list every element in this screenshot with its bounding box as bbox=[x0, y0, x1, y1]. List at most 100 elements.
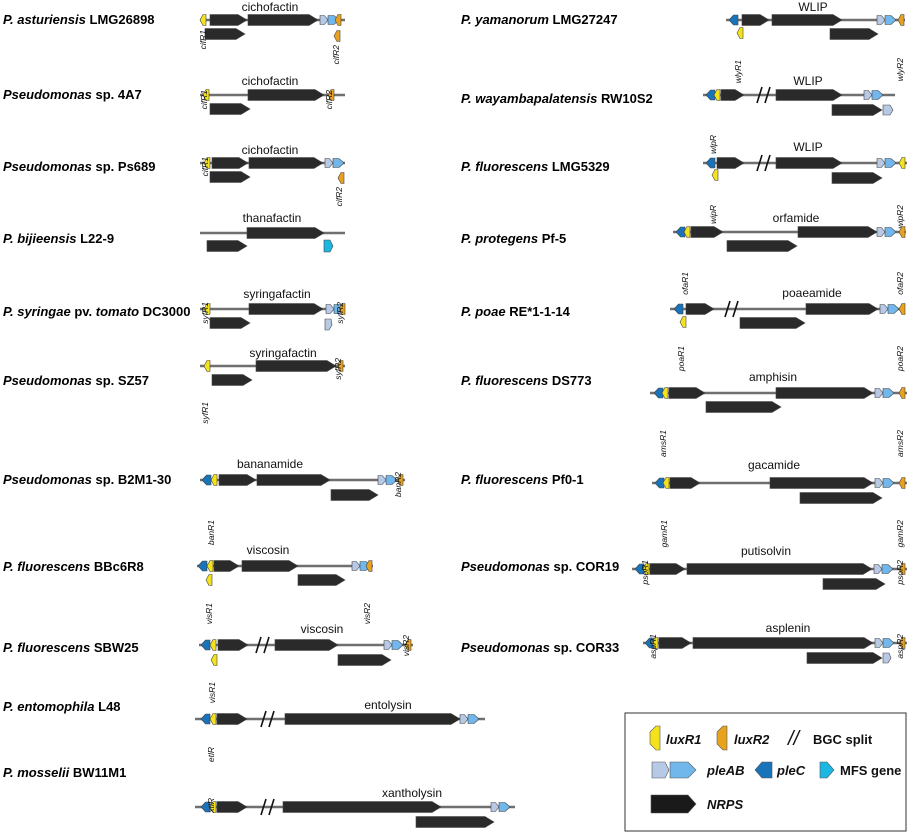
left-cluster-row: P. fluorescens SBW25 viscosin visR1 visR2 bbox=[3, 622, 413, 703]
gene-label: syfR1 bbox=[200, 402, 210, 424]
nrps-gene-icon bbox=[686, 563, 873, 575]
strain-name: P. fluorescens LMG5329 bbox=[461, 159, 610, 174]
pleA-gene-icon bbox=[876, 227, 886, 237]
nrps-gene-icon bbox=[805, 303, 879, 315]
pleC-gene-icon bbox=[705, 157, 716, 169]
left-cluster-row: Pseudomonas sp. Ps689 cichofactin cifR1 cif… bbox=[3, 143, 345, 206]
cluster-name: poaeamide bbox=[782, 286, 842, 300]
strain-id: LMG26898 bbox=[90, 12, 155, 27]
luxR2-gene-icon bbox=[338, 303, 346, 315]
strain-name: P. protegens Pf-5 bbox=[461, 231, 566, 246]
pleA-gene-icon bbox=[383, 640, 393, 650]
nrps-gene-icon bbox=[247, 89, 325, 101]
strain-species: P. mosselii bbox=[3, 765, 70, 780]
strain-id: LMG5329 bbox=[552, 159, 610, 174]
pleB-gene-icon bbox=[884, 15, 897, 25]
luxR2-gene-icon bbox=[404, 639, 412, 651]
strain-suffix: pv. bbox=[74, 304, 92, 319]
right-cluster-row: P. wayambapalatensis RW10S2 WLIP wlpR bbox=[461, 74, 895, 154]
nrps-gene-icon bbox=[337, 654, 392, 666]
split-mark bbox=[260, 798, 267, 816]
gene-label: aspR2 bbox=[895, 634, 905, 659]
legend: luxR1 luxR2 // BGC split pleAB pleC MFS … bbox=[624, 712, 907, 832]
gene-label: cifR1 bbox=[199, 90, 209, 110]
right-cluster-row: P. poae RE*1-1-14 poaeamide poaR1 poaR2 bbox=[461, 286, 906, 372]
left-cluster-row: P. mosselii BW11M1 xantholysin xtlR bbox=[3, 765, 515, 828]
luxR2-gene-icon bbox=[327, 89, 335, 101]
luxR2-gene-icon bbox=[898, 477, 906, 489]
luxR1-gene-icon bbox=[651, 637, 659, 649]
strain-id: COR19 bbox=[576, 559, 619, 574]
pleA-gene-icon bbox=[324, 158, 334, 168]
pleA-gene-icon bbox=[325, 304, 335, 314]
gene-label: cifR2 bbox=[331, 45, 341, 65]
pleC-gene-icon bbox=[673, 303, 684, 315]
legend-pleAB-icon bbox=[651, 761, 697, 779]
luxR1-gene-icon bbox=[203, 157, 211, 169]
strain-species: Pseudomonas bbox=[3, 87, 92, 102]
strain-id: Ps689 bbox=[118, 159, 156, 174]
pleC-gene-icon bbox=[675, 226, 686, 238]
pleC-gene-icon bbox=[200, 639, 211, 651]
luxR1-gene-icon bbox=[203, 360, 211, 372]
strain-species: P. fluorescens bbox=[3, 559, 90, 574]
nrps-gene-icon bbox=[649, 563, 686, 575]
gene-label: syfR2 bbox=[333, 358, 343, 380]
split-mark bbox=[724, 300, 731, 318]
nrps-gene-icon bbox=[211, 374, 253, 386]
pleC-gene-icon bbox=[705, 89, 716, 101]
pleB-gene-icon bbox=[498, 802, 511, 812]
gene-label: xtlR bbox=[206, 798, 216, 814]
pleB-gene-icon bbox=[882, 388, 895, 398]
pleA-gene-icon bbox=[876, 15, 886, 25]
gene-label: syfR1 bbox=[200, 302, 210, 324]
nrps-gene-icon bbox=[282, 801, 442, 813]
nrps-gene-icon bbox=[284, 713, 461, 725]
legend-luxR1-icon bbox=[649, 725, 661, 751]
nrps-gene-icon bbox=[256, 474, 331, 486]
nrps-gene-icon bbox=[669, 477, 701, 489]
pleB-gene-icon bbox=[881, 564, 894, 574]
cluster-name: cichofactin bbox=[242, 74, 299, 88]
legend-nrps-icon bbox=[650, 794, 697, 814]
nrps-gene-icon bbox=[741, 14, 770, 26]
luxR1-gene-icon bbox=[202, 89, 210, 101]
luxR2-gene-icon bbox=[337, 172, 345, 184]
strain-id: BW11M1 bbox=[73, 765, 126, 780]
gene-label: visR1 bbox=[207, 682, 217, 704]
nrps-gene-icon bbox=[415, 816, 495, 828]
nrps-gene-icon bbox=[255, 360, 337, 372]
gene-label: wlyR2 bbox=[895, 58, 905, 81]
luxR2-gene-icon bbox=[336, 360, 344, 372]
strain-name: P. poae RE*1-1-14 bbox=[461, 304, 571, 319]
pleA-gene-icon bbox=[874, 478, 884, 488]
pleB-gene-icon bbox=[467, 714, 480, 724]
luxR2-gene-icon bbox=[898, 303, 906, 315]
pleB-gene-icon bbox=[887, 304, 900, 314]
split-mark bbox=[756, 86, 763, 104]
strain-id: L22-9 bbox=[80, 231, 114, 246]
nrps-gene-icon bbox=[775, 387, 874, 399]
pleA-gene-icon bbox=[351, 561, 361, 571]
luxR1-gene-icon bbox=[736, 27, 744, 39]
strain-species: P. protegens bbox=[461, 231, 538, 246]
pleB-gene-icon bbox=[884, 227, 897, 237]
strain-species: Pseudomonas bbox=[3, 472, 92, 487]
cluster-name: syringafactin bbox=[249, 346, 316, 360]
nrps-gene-icon bbox=[720, 89, 745, 101]
left-cluster-row: Pseudomonas sp. 4A7 cichofactin cifR1 cifR2 bbox=[3, 74, 345, 115]
strain-species: Pseudomonas bbox=[3, 159, 92, 174]
cluster-name: amphisin bbox=[749, 370, 797, 384]
strain-species: P. fluorescens bbox=[3, 640, 90, 655]
gene-label: wlyR1 bbox=[733, 60, 743, 83]
strain-name: P. entomophila L48 bbox=[3, 699, 121, 714]
strain-name: P. yamanorum LMG27247 bbox=[461, 12, 618, 27]
nrps-gene-icon bbox=[685, 303, 715, 315]
luxR2-gene-icon bbox=[898, 563, 906, 575]
legend-pleC-label: pleC bbox=[776, 763, 806, 778]
right-cluster-row: Pseudomonas sp. COR19 putisolvin psoR1 psoR… bbox=[461, 544, 907, 590]
gene-label: visR2 bbox=[401, 635, 411, 657]
pleC-gene-icon bbox=[197, 560, 208, 572]
pleA-gene-icon bbox=[874, 388, 884, 398]
nrps-gene-icon bbox=[726, 240, 798, 252]
